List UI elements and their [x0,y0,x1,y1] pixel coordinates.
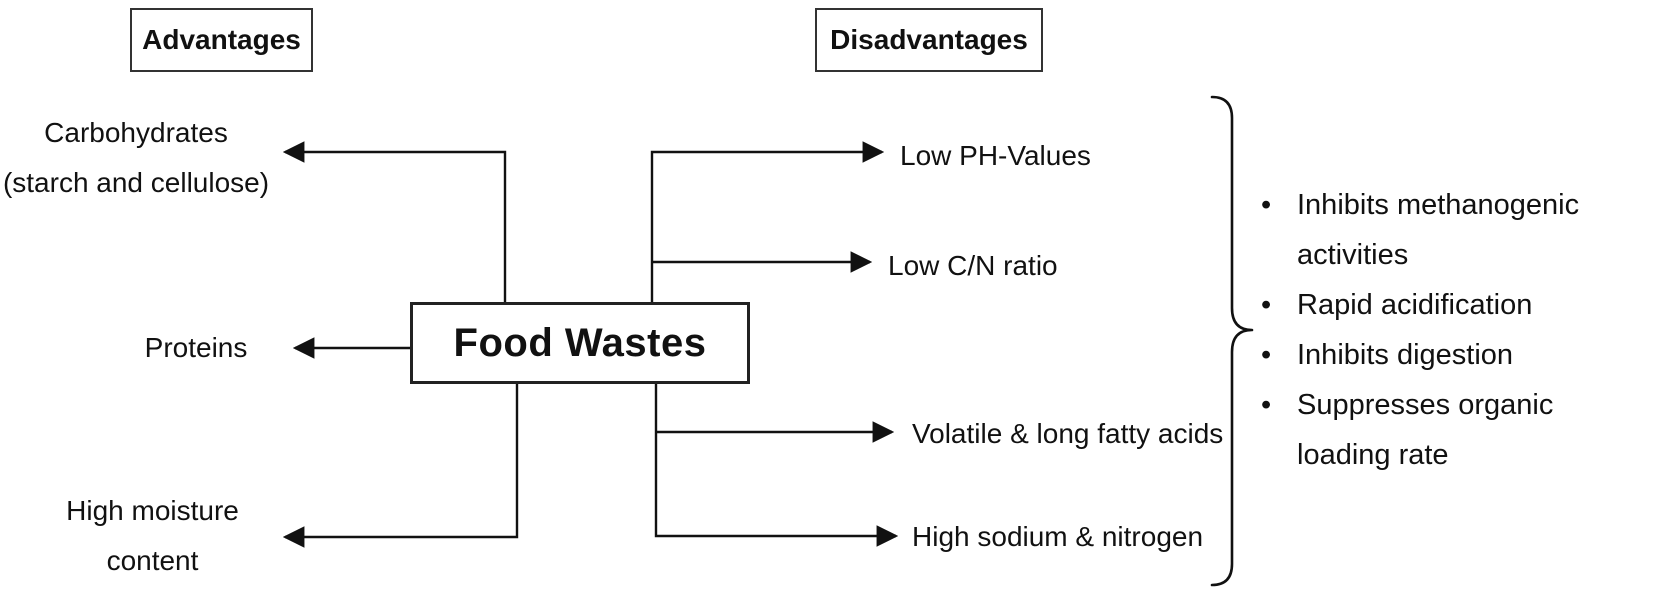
disadvantage-cn-ratio: Low C/N ratio [888,250,1058,281]
disadvantage-ph: Low PH-Values [900,140,1091,171]
arrow-line-ph [650,141,885,302]
effect-methanogenic: Inhibits methanogenic activities [1255,180,1587,280]
advantage-carbohydrates: Carbohydrates (starch and cellulose) [2,117,270,198]
disadvantages-header: Disadvantages [815,8,1043,72]
arrow-line-carbohydrates [282,141,507,302]
disadvantage-fatty-acids: Volatile & long fatty acids [912,418,1224,449]
food-wastes-box: Food Wastes [410,302,750,384]
arrow-line-sodium [654,384,899,547]
effect-digestion: Inhibits digestion [1255,330,1587,380]
effect-loading-rate: Suppresses organic loading rate [1255,380,1587,480]
advantage-proteins: Proteins [144,332,248,363]
disadvantage-sodium-nitrogen: High sodium & nitrogen [912,521,1204,552]
advantage-moisture: High moisture content [66,495,239,576]
effects-list: Inhibits methanogenic activities Rapid a… [1255,180,1587,480]
arrow-line-moisture [282,384,519,548]
effect-acidification: Rapid acidification [1255,280,1587,330]
curly-brace [1210,95,1254,587]
advantages-header: Advantages [130,8,313,72]
